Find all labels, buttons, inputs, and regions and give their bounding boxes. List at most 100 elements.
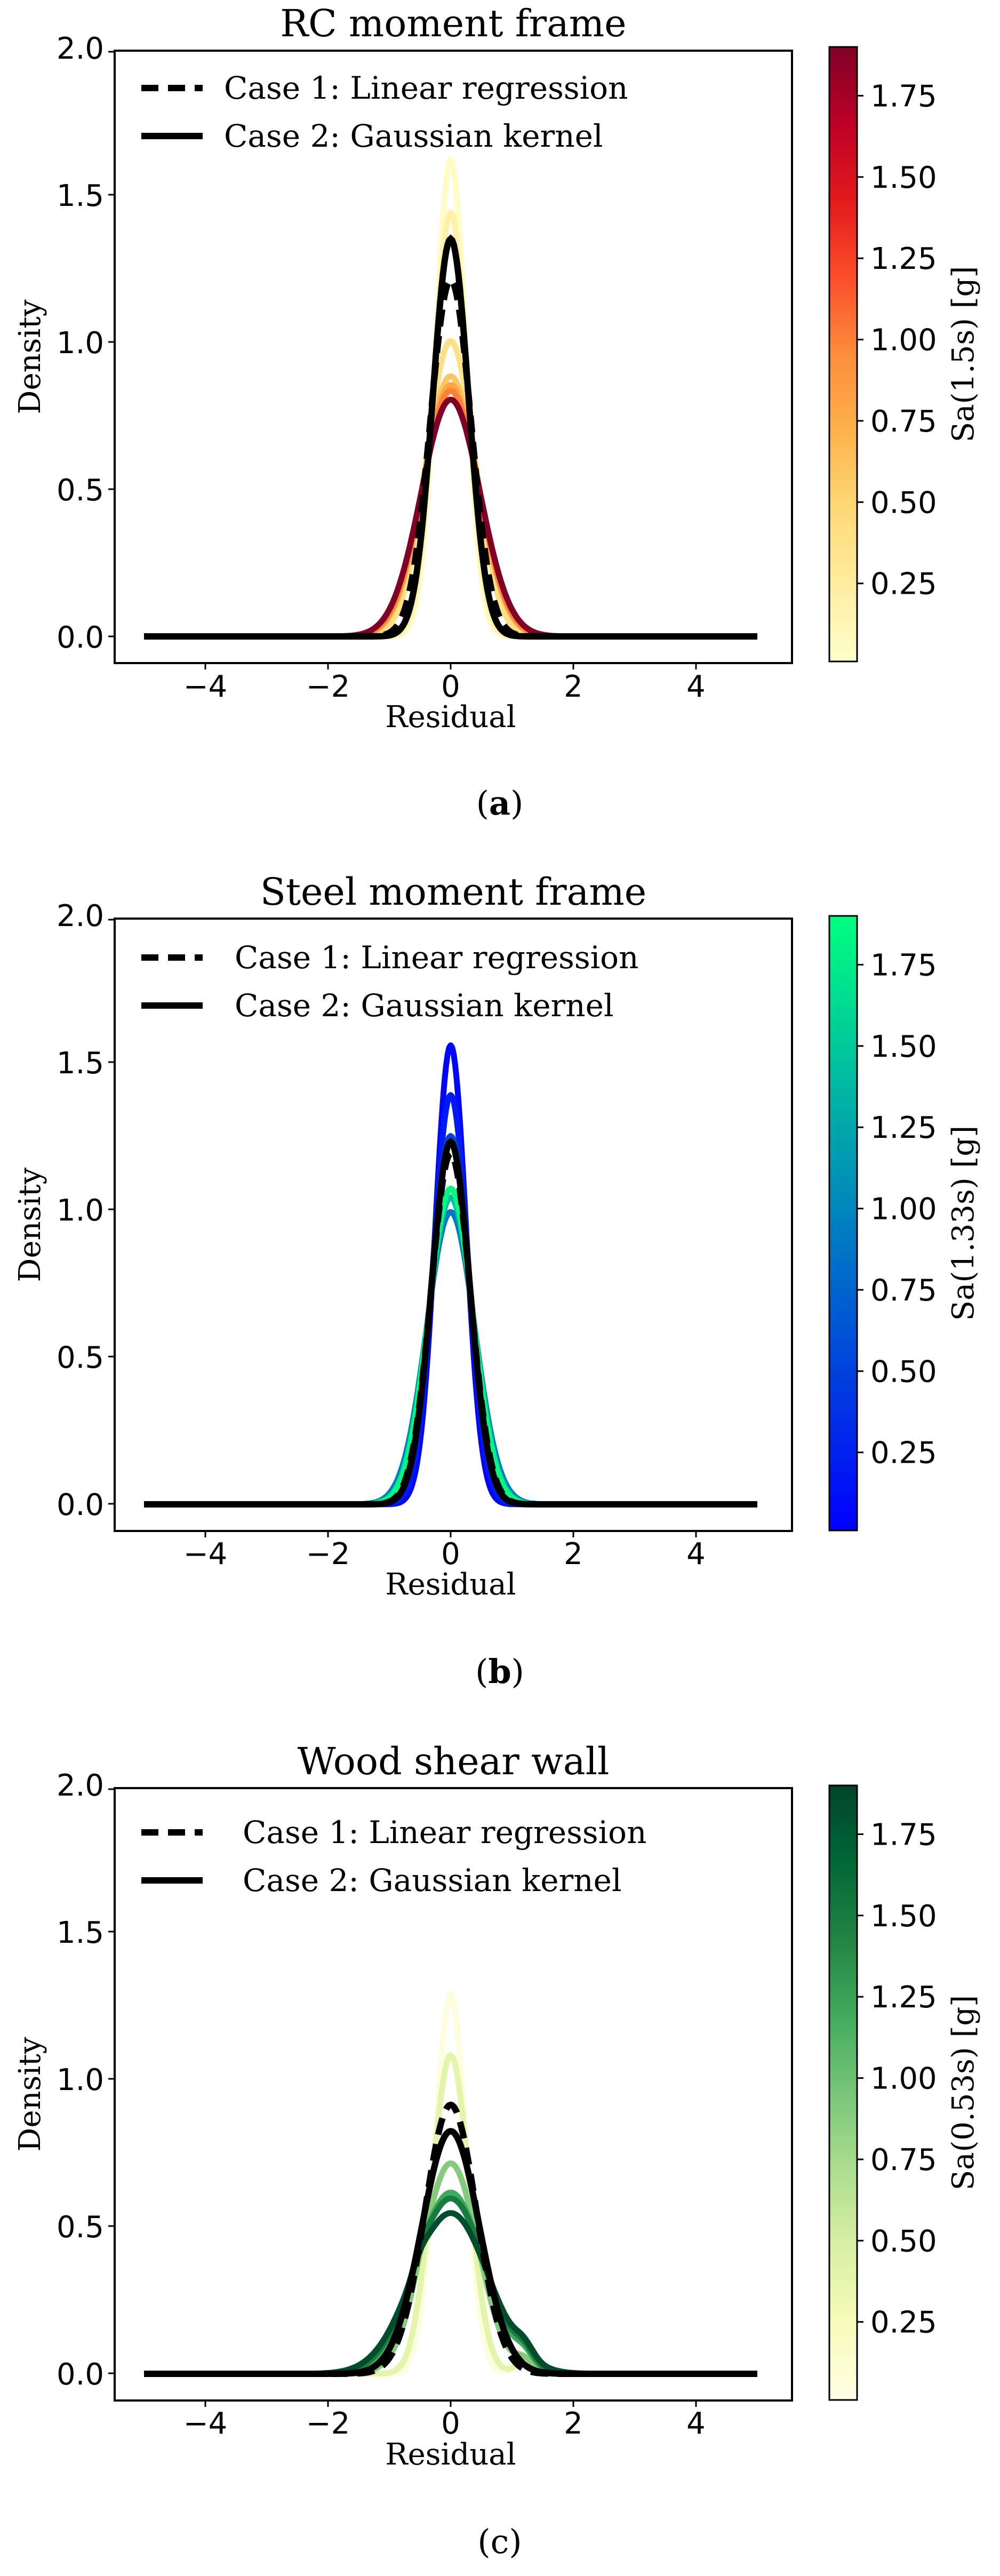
y-tick-label: 1.5 [57, 1046, 104, 1081]
density-curve-sa [142, 1185, 759, 1508]
x-axis-label: Residual [385, 1567, 516, 1602]
x-tick-label: 4 [686, 669, 706, 704]
plot-area [142, 157, 759, 640]
density-curve-case2 [144, 234, 757, 640]
y-tick-label: 1.0 [57, 1193, 104, 1228]
x-tick-label: −4 [183, 669, 228, 704]
colorbar: 0.25 0.50 0.75 1.00 1.25 1.50 1.75 Sa(1.5s) [g… [828, 46, 981, 663]
y-tick-label: 2.0 [57, 899, 104, 934]
colorbar-tick-label: 1.00 [870, 2062, 937, 2096]
colorbar-tick-label: 1.25 [870, 1980, 937, 2015]
density-curve-case2 [144, 2128, 757, 2377]
x-tick-label: 2 [564, 2406, 583, 2441]
colorbar-tick-label: 0.75 [870, 2143, 937, 2178]
density-curve-sa [142, 396, 759, 640]
x-tick-label: 2 [564, 669, 583, 704]
y-tick-label: 1.5 [57, 1916, 104, 1950]
x-tick-label: 4 [686, 2406, 706, 2441]
colorbar-tick-label: 1.75 [870, 948, 937, 983]
colorbar-ticks: 0.25 0.50 0.75 1.00 1.25 1.50 1.75 [857, 948, 937, 1471]
colorbar-tick-label: 1.75 [870, 1817, 937, 1852]
colorbar-tick-label: 0.50 [870, 2224, 937, 2259]
panel-caption: (a) [476, 784, 524, 823]
x-tick-label: 0 [441, 669, 460, 704]
colorbar-tick-label: 1.25 [870, 242, 937, 276]
x-axis-label: Residual [385, 2437, 516, 2472]
chart-title: RC moment frame [280, 2, 626, 45]
colorbar-gradient [828, 1784, 858, 2401]
colorbar-tick-label: 0.25 [870, 567, 937, 602]
panel-caption: (b) [475, 1652, 524, 1691]
legend: Case 1: Linear regression Case 2: Gaussi… [141, 1814, 646, 1899]
density-curve-case2 [144, 1137, 757, 1508]
density-curve-case1 [144, 2101, 757, 2377]
colorbar-tick-label: 1.50 [870, 1899, 937, 1934]
plot-area [142, 1042, 759, 1508]
y-tick-label: 2.0 [57, 31, 104, 66]
x-tick-label: −2 [306, 2406, 350, 2441]
y-axis-label: Density [13, 299, 47, 414]
density-curve-sa [142, 382, 759, 640]
colorbar-gradient [828, 46, 858, 663]
x-tick-label: 0 [441, 2406, 460, 2441]
y-ticks: 0.0 0.5 1.0 1.5 2.0 [57, 899, 115, 1522]
chart-title: Steel moment frame [260, 870, 646, 914]
y-axis-label: Density [13, 2037, 47, 2151]
density-curve-sa [142, 373, 759, 640]
y-ticks: 0.0 0.5 1.0 1.5 2.0 [57, 1768, 115, 2392]
legend: Case 1: Linear regression Case 2: Gaussi… [141, 70, 628, 154]
colorbar-tick-label: 1.00 [870, 323, 937, 358]
x-tick-label: −4 [183, 1537, 228, 1572]
colorbar-tick-label: 1.25 [870, 1111, 937, 1145]
colorbar-tick-label: 1.50 [870, 1030, 937, 1064]
colorbar-tick-label: 0.75 [870, 1273, 937, 1308]
chart-title: Wood shear wall [298, 1740, 610, 1783]
y-axis-label: Density [13, 1167, 47, 1282]
x-ticks: −4 −2 0 2 4 [183, 663, 706, 704]
y-ticks: 0.0 0.5 1.0 1.5 2.0 [57, 31, 115, 655]
density-curve-sa [142, 1991, 759, 2377]
x-ticks: −4 −2 0 2 4 [183, 1531, 706, 1572]
panel-caption: (c) [477, 2522, 522, 2561]
x-tick-label: −2 [306, 1537, 350, 1572]
y-tick-label: 1.5 [57, 179, 104, 213]
colorbar-label: Sa(1.33s) [g] [946, 1126, 981, 1321]
axes-frame [114, 50, 793, 664]
axes-frame [114, 1787, 793, 2402]
density-curve-case1 [144, 276, 757, 640]
y-tick-label: 1.0 [57, 326, 104, 361]
colorbar-tick-label: 0.50 [870, 485, 937, 520]
x-ticks: −4 −2 0 2 4 [183, 2400, 706, 2441]
colorbar-tick-label: 1.75 [870, 79, 937, 114]
x-tick-label: 4 [686, 1537, 706, 1572]
legend-label-case1: Case 1: Linear regression [235, 939, 638, 976]
colorbar-tick-label: 0.25 [870, 1436, 937, 1471]
colorbar-label: Sa(0.53s) [g] [946, 1995, 981, 2190]
panel-a: RC moment frame Case 1: Linear regressio… [13, 2, 981, 823]
density-curve-case1 [144, 1150, 757, 1508]
colorbar-ticks: 0.25 0.50 0.75 1.00 1.25 1.50 1.75 [857, 1817, 937, 2340]
y-tick-label: 0.5 [57, 2210, 104, 2245]
plot-area [142, 1991, 759, 2377]
y-tick-label: 0.0 [57, 2357, 104, 2392]
colorbar-tick-label: 0.25 [870, 2306, 937, 2340]
legend-label-case2: Case 2: Gaussian kernel [235, 987, 614, 1024]
density-curve-sa [142, 388, 759, 640]
density-curve-sa [142, 209, 759, 640]
colorbar-tick-label: 1.00 [870, 1192, 937, 1227]
colorbar-tick-label: 0.50 [870, 1354, 937, 1389]
x-tick-label: 2 [564, 1537, 583, 1572]
legend-label-case2: Case 2: Gaussian kernel [243, 1862, 622, 1899]
x-tick-label: 0 [441, 1537, 460, 1572]
colorbar-tick-label: 1.50 [870, 161, 937, 195]
y-tick-label: 0.5 [57, 473, 104, 508]
x-axis-label: Residual [385, 700, 516, 735]
colorbar-gradient [828, 915, 858, 1532]
density-curve-sa [142, 1209, 759, 1508]
legend-label-case1: Case 1: Linear regression [224, 70, 628, 106]
y-tick-label: 0.0 [57, 1488, 104, 1522]
colorbar: 0.25 0.50 0.75 1.00 1.25 1.50 1.75 Sa(1.33s) [… [828, 915, 981, 1532]
colorbar-tick-label: 0.75 [870, 404, 937, 439]
panel-b: Steel moment frame Case 1: Linear regres… [13, 870, 981, 1691]
